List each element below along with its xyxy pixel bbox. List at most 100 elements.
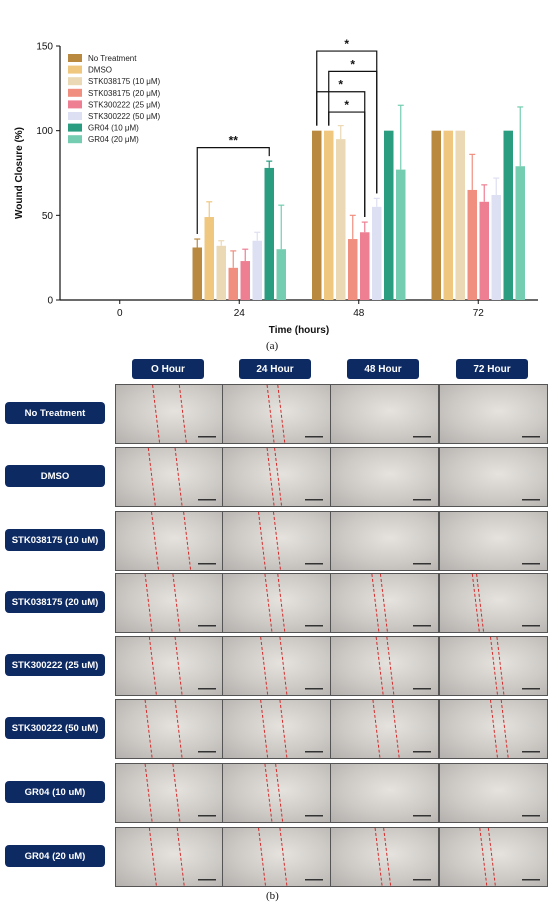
micrograph-overlay — [522, 815, 540, 817]
bar — [491, 195, 501, 300]
micrograph-overlay — [148, 637, 216, 695]
micrograph-overlay — [522, 563, 540, 565]
micrograph-tile — [222, 763, 331, 823]
scale-bar-icon — [413, 751, 431, 753]
wound-edge-line — [275, 764, 284, 822]
wound-edge-line — [260, 637, 269, 695]
micrograph-overlay — [151, 512, 216, 570]
significance-label: ** — [229, 134, 239, 148]
scale-bar-icon — [522, 625, 540, 627]
micrograph-tile — [222, 827, 331, 887]
wound-edge-line — [258, 512, 267, 570]
scale-bar-icon — [305, 815, 323, 817]
micrograph-overlay — [144, 700, 216, 758]
wound-edge-line — [174, 637, 183, 695]
scale-bar-icon — [413, 563, 431, 565]
micrograph-tile — [439, 827, 548, 887]
bar — [372, 206, 382, 300]
micrograph-tile — [222, 511, 331, 571]
legend-swatch — [68, 135, 82, 144]
legend-swatch — [68, 88, 82, 97]
bar — [384, 130, 394, 300]
wound-edge-line — [500, 700, 509, 758]
micrograph-tile — [222, 384, 331, 444]
wound-edge-line — [172, 764, 181, 822]
significance-label: * — [338, 78, 343, 92]
wound-edge-line — [258, 828, 267, 886]
wound-edge-line — [144, 764, 153, 822]
micrograph-tile — [330, 763, 439, 823]
scale-bar-icon — [413, 436, 431, 438]
caption-b: (b) — [266, 890, 279, 902]
row-label-5: STK300222 (50 uM) — [5, 717, 105, 739]
micrograph-overlay — [522, 499, 540, 501]
micrograph-tile — [330, 447, 439, 507]
y-axis-title: Wound Closure (%) — [14, 127, 25, 219]
bar — [431, 130, 441, 300]
micrograph-overlay — [264, 764, 323, 822]
wound-edge-line — [496, 637, 505, 695]
legend-swatch — [68, 100, 82, 109]
wound-edge-line — [260, 700, 269, 758]
legend-swatch — [68, 123, 82, 132]
legend-swatch — [68, 77, 82, 86]
micrograph-overlay — [471, 574, 540, 632]
wound-edge-line — [183, 512, 192, 570]
bar — [396, 169, 406, 300]
bar — [324, 130, 334, 300]
micrograph-overlay — [260, 700, 323, 758]
legend-entry: STK300222 (25 μM) — [88, 100, 161, 109]
micrograph-overlay — [266, 385, 323, 443]
x-tick-label: 24 — [234, 308, 246, 319]
scale-bar-icon — [198, 879, 216, 881]
micrograph-tile — [439, 636, 548, 696]
micrograph-overlay — [144, 574, 216, 632]
bar — [240, 261, 250, 300]
significance-bracket — [196, 147, 270, 234]
wound-edge-line — [279, 828, 288, 886]
wound-edge-line — [375, 637, 384, 695]
bar — [228, 267, 238, 300]
bar — [264, 167, 274, 300]
scale-bar-icon — [413, 625, 431, 627]
wound-edge-line — [178, 385, 187, 443]
micrograph-tile — [439, 763, 548, 823]
micrograph-tile — [115, 636, 224, 696]
wound-edge-line — [371, 574, 380, 632]
legend-swatch — [68, 112, 82, 120]
micrograph-overlay — [147, 448, 216, 506]
wound-edge-line — [386, 637, 395, 695]
micrograph-overlay — [148, 828, 216, 886]
scale-bar-icon — [198, 751, 216, 753]
wound-edge-line — [383, 828, 392, 886]
micrograph-overlay — [152, 385, 216, 443]
bar — [252, 240, 262, 300]
micrograph-overlay — [413, 563, 431, 565]
micrograph-overlay — [372, 700, 431, 758]
row-label-3: STK038175 (20 uM) — [5, 591, 105, 613]
scale-bar-icon — [198, 625, 216, 627]
scale-bar-icon — [305, 879, 323, 881]
bar — [348, 239, 358, 300]
micrograph-tile — [439, 573, 548, 633]
wound-edge-line — [152, 385, 161, 443]
scale-bar-icon — [522, 499, 540, 501]
time-header-0: O Hour — [132, 359, 204, 379]
bar — [336, 139, 346, 300]
scale-bar-icon — [305, 625, 323, 627]
significance-bracket — [328, 70, 378, 194]
x-axis-title: Time (hours) — [269, 325, 329, 336]
wound-edge-line — [471, 574, 480, 632]
legend-entry: No Treatment — [88, 54, 137, 63]
micrograph-overlay — [266, 448, 323, 506]
significance-bracket — [316, 50, 378, 194]
y-tick-label: 50 — [42, 211, 54, 222]
x-tick-label: 72 — [473, 308, 485, 319]
wound-edge-line — [274, 448, 283, 506]
scale-bar-icon — [522, 563, 540, 565]
micrograph-tile — [115, 573, 224, 633]
wound-edge-line — [490, 637, 498, 695]
legend-entry: GR04 (10 μM) — [88, 124, 139, 133]
wound-edge-line — [487, 828, 496, 886]
scale-bar-icon — [413, 879, 431, 881]
